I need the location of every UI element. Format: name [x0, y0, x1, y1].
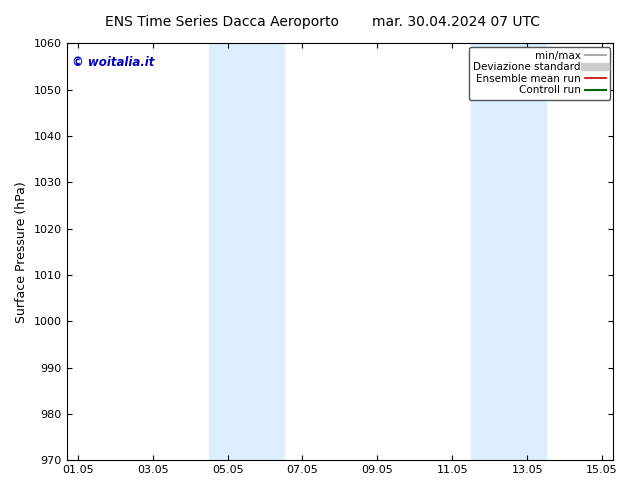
Text: ENS Time Series Dacca Aeroporto: ENS Time Series Dacca Aeroporto — [105, 15, 339, 29]
Y-axis label: Surface Pressure (hPa): Surface Pressure (hPa) — [15, 181, 28, 323]
Bar — [471, 44, 546, 460]
Bar — [209, 44, 284, 460]
Text: mar. 30.04.2024 07 UTC: mar. 30.04.2024 07 UTC — [373, 15, 540, 29]
Legend: min/max, Deviazione standard, Ensemble mean run, Controll run: min/max, Deviazione standard, Ensemble m… — [469, 47, 610, 99]
Text: © woitalia.it: © woitalia.it — [72, 56, 155, 69]
